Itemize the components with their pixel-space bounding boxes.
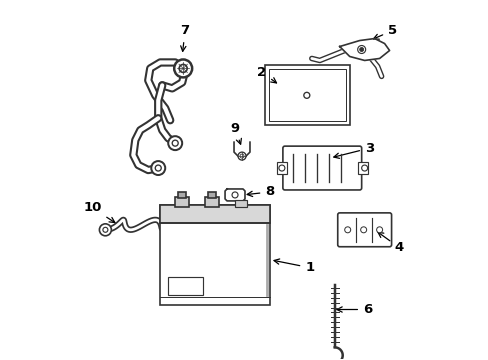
Bar (204, 197, 219, 207)
Circle shape (172, 140, 178, 146)
Circle shape (361, 165, 367, 171)
Circle shape (303, 92, 309, 98)
Text: 4: 4 (377, 232, 404, 254)
Bar (208, 192, 216, 198)
Circle shape (359, 48, 363, 51)
Circle shape (99, 224, 111, 236)
Circle shape (278, 165, 285, 171)
Circle shape (357, 45, 365, 54)
Polygon shape (339, 39, 389, 60)
Text: 6: 6 (336, 303, 371, 316)
Circle shape (360, 227, 366, 233)
Bar (268, 69, 345, 121)
Circle shape (168, 136, 182, 150)
Text: 3: 3 (333, 141, 373, 158)
FancyBboxPatch shape (337, 213, 391, 247)
Circle shape (151, 161, 165, 175)
Circle shape (344, 227, 350, 233)
Circle shape (238, 152, 245, 160)
Text: 1: 1 (273, 259, 314, 274)
Bar (276, 162, 286, 174)
Bar (178, 192, 186, 198)
Text: 7: 7 (180, 24, 189, 51)
Bar (160, 205, 269, 305)
Circle shape (179, 64, 187, 72)
Circle shape (174, 59, 192, 77)
Bar (168, 276, 203, 294)
Polygon shape (224, 189, 244, 201)
Text: 10: 10 (83, 201, 115, 222)
Bar (357, 162, 367, 174)
Circle shape (155, 165, 161, 171)
Circle shape (102, 227, 108, 232)
Text: 9: 9 (230, 122, 241, 144)
Bar (264, 66, 349, 125)
Bar (235, 200, 246, 207)
Circle shape (240, 154, 244, 158)
Circle shape (232, 192, 238, 198)
FancyBboxPatch shape (283, 146, 361, 190)
Text: 8: 8 (246, 185, 274, 198)
Bar (160, 205, 269, 223)
Text: 5: 5 (373, 24, 396, 39)
Bar (175, 197, 189, 207)
Text: 2: 2 (257, 66, 276, 83)
Circle shape (376, 227, 382, 233)
